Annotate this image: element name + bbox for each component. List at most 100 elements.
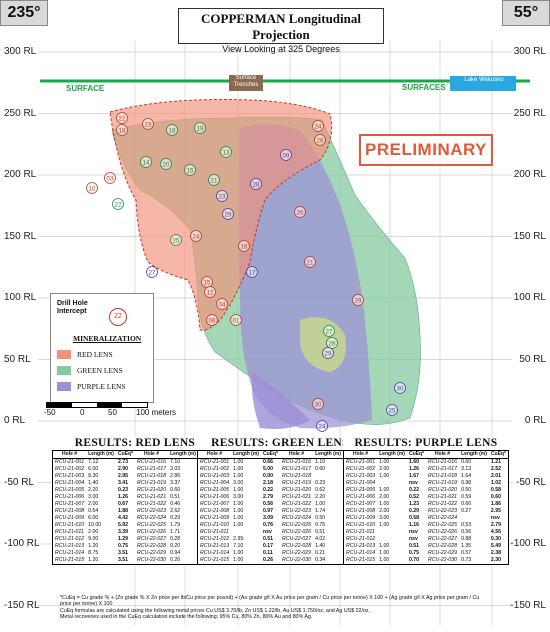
intercept-circle	[140, 156, 152, 168]
table-cell: 1.67	[408, 473, 420, 479]
table-cell: 0.88	[461, 536, 472, 542]
table-row: RCU-21-007 1.00 1.23 RCU-21-022 0.66 1.86	[344, 501, 508, 508]
intercept-label: 24	[193, 233, 200, 240]
intercept-label: 27	[149, 269, 156, 276]
table-cell: 7.10	[170, 459, 181, 465]
table-cell: RCU-21-021	[281, 494, 312, 500]
table-cell: 5.92	[117, 522, 129, 528]
table-cell: 0.00	[262, 473, 274, 479]
table-cell: RCU-21-008	[55, 508, 85, 514]
green-lens-title: RESULTS: GREEN LENS	[211, 437, 349, 449]
table-cell: RCU-22-025	[427, 522, 458, 528]
table-row: RCU-21-013 1.00 0.51 RCU-22-028 1.35 5.49	[344, 543, 508, 550]
table-cell: RCU-21-007	[55, 501, 85, 507]
intercept-circle	[322, 347, 334, 359]
intercept-label: 29	[225, 211, 232, 218]
table-header: Hole #	[344, 451, 378, 459]
table-cell	[313, 473, 343, 480]
table-row: RCU-21-003 1.00 1.67 RCU-21-018 1.64 2.01	[344, 473, 508, 480]
intercept-label: 09	[283, 152, 290, 159]
map-title: COPPERMAN Longitudinal Projection	[201, 11, 361, 42]
table-cell: 0.73	[461, 557, 472, 563]
table-cell: RCU-21-022	[281, 501, 312, 507]
scale-tick-2: 50	[108, 408, 117, 417]
table-cell: 2.73	[117, 459, 129, 465]
intercept-label: 04	[219, 301, 226, 308]
intercept-circle	[190, 230, 202, 242]
table-cell: 3.00	[233, 494, 244, 500]
table-cell	[459, 515, 489, 522]
table-cell: 1.10	[315, 459, 326, 465]
surface-right-label: SURFACES	[402, 83, 446, 92]
intercept-label: 24	[315, 123, 322, 130]
table-cell: 0.46	[170, 501, 181, 507]
table-cell: 2.95	[117, 473, 129, 479]
intercept-label: 06	[209, 317, 216, 324]
table-cell: RCU-21-001	[55, 459, 85, 465]
table-cell: 0.34	[315, 557, 326, 563]
table-cell: 3.00	[379, 515, 390, 521]
elevation-label-right: 150 RL	[513, 230, 546, 242]
table-cell: 2.00	[88, 501, 99, 507]
table-cell: 0.62	[315, 487, 326, 493]
table-cell: RCU-21-010	[200, 522, 230, 528]
table-cell: RCU-22-029	[136, 550, 167, 556]
legend-box: Drill Hole Intercept 22 MINERALIZATION R…	[50, 293, 154, 403]
scale-tick-0: -50	[44, 408, 56, 417]
table-header: CuEq*	[406, 451, 426, 459]
table-cell: 1.00	[379, 501, 390, 507]
table-header: Hole #	[134, 451, 169, 459]
intercept-circle	[316, 420, 328, 432]
table-cell: 1.00	[379, 557, 390, 563]
red-lens-title: RESULTS: RED LENS	[74, 437, 196, 449]
intercept-label: 22	[115, 201, 122, 208]
table-header: Length (m)	[459, 451, 489, 459]
table-cell: RCU-22-027	[136, 536, 167, 542]
legend-green-label: GREEN LENS	[77, 366, 123, 375]
table-cell: RCU-21-002	[346, 466, 376, 472]
table-cell: RCU-21-011	[55, 529, 84, 535]
table-cell	[377, 480, 407, 487]
table-row: RCU-21-005 1.00 0.22 RCU-21-020 0.50 0.58	[344, 487, 508, 494]
table-cell: RCU-21-009	[346, 515, 376, 521]
table-cell: RCU-21-003	[200, 473, 230, 479]
table-cell: RCU-21-003	[346, 473, 376, 479]
table-cell: RCU-21-011	[200, 529, 229, 535]
table-cell: RCU-21-004	[200, 480, 230, 486]
intercept-label: 26	[297, 209, 304, 216]
table-cell: RCU-22-026	[281, 529, 312, 535]
table-cell: 1.35	[461, 543, 472, 549]
intercept-label: 18	[169, 127, 176, 134]
elevation-label-right: 250 RL	[513, 107, 546, 119]
table-cell	[377, 529, 407, 536]
preliminary-stamp: PRELIMINARY	[359, 134, 493, 166]
table-cell: 3.39	[117, 529, 129, 535]
table-cell: RCU-21-013	[55, 543, 85, 549]
intercept-label: 10	[89, 185, 96, 192]
intercept-circle	[304, 256, 316, 268]
table-row: RCU-21-014 1.00 0.75 RCU-22-029 0.57 2.38	[344, 550, 508, 557]
intercept-label: 30	[397, 385, 404, 392]
intercept-label: 17	[249, 269, 256, 276]
table-cell: 10.00	[88, 522, 102, 528]
red-swatch	[57, 350, 71, 359]
title-box: COPPERMAN Longitudinal Projection View L…	[178, 8, 384, 54]
intercept-circle	[184, 164, 196, 176]
purple-lens-lower	[251, 372, 310, 429]
table-cell: RCU-21-018	[427, 473, 458, 479]
elevation-label-right: 200 RL	[513, 169, 546, 180]
table-row: RCU-21-015 1.00 0.70 RCU-22-030 0.73 2.30	[344, 557, 508, 564]
table-cell: RCU-21-006	[200, 494, 230, 500]
drill-intercept-sample: 22	[109, 308, 127, 326]
